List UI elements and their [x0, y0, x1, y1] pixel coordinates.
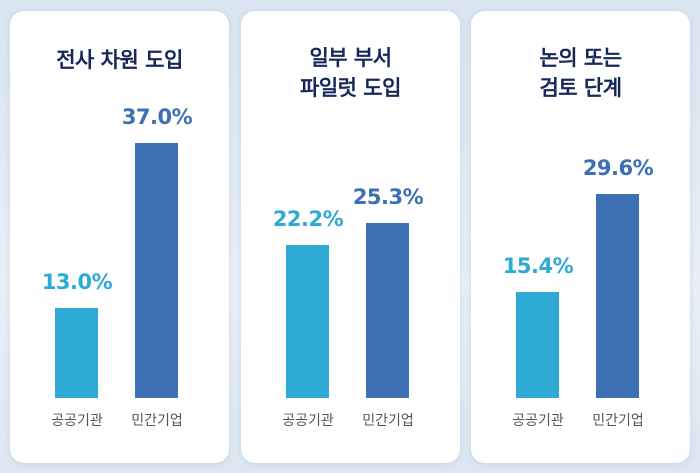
- data-label: 29.6%: [582, 155, 654, 180]
- bar-public: [286, 244, 329, 398]
- bar-private: [135, 142, 178, 398]
- bar-private: [596, 193, 639, 398]
- category-label: 민간기업: [131, 413, 183, 429]
- chart-title: 일부 부서 파일럿 도입: [300, 46, 401, 100]
- category-label: 공공기관: [51, 413, 103, 429]
- category-label: 공공기관: [282, 413, 334, 429]
- chart-card: 전사 차원 도입 13.0% 공공기관 37.0% 민간기업: [10, 11, 229, 463]
- chart-title: 논의 또는 검토 단계: [539, 46, 622, 100]
- chart-card: 논의 또는 검토 단계 15.4% 공공기관 29.6% 민간기업: [471, 11, 690, 463]
- data-label: 13.0%: [41, 270, 113, 295]
- data-label: 15.4%: [502, 253, 574, 278]
- bar-public: [55, 308, 98, 398]
- category-label: 민간기업: [362, 413, 414, 429]
- data-label: 37.0%: [121, 104, 193, 129]
- chart-title: 전사 차원 도입: [56, 48, 183, 72]
- category-label: 공공기관: [512, 413, 564, 429]
- category-label: 민간기업: [592, 413, 644, 429]
- chart-card: 일부 부서 파일럿 도입 22.2% 공공기관 25.3% 민간기업: [241, 11, 460, 463]
- data-label: 25.3%: [352, 185, 424, 210]
- data-label: 22.2%: [272, 206, 344, 231]
- bar-public: [516, 291, 559, 398]
- bar-private: [366, 223, 409, 398]
